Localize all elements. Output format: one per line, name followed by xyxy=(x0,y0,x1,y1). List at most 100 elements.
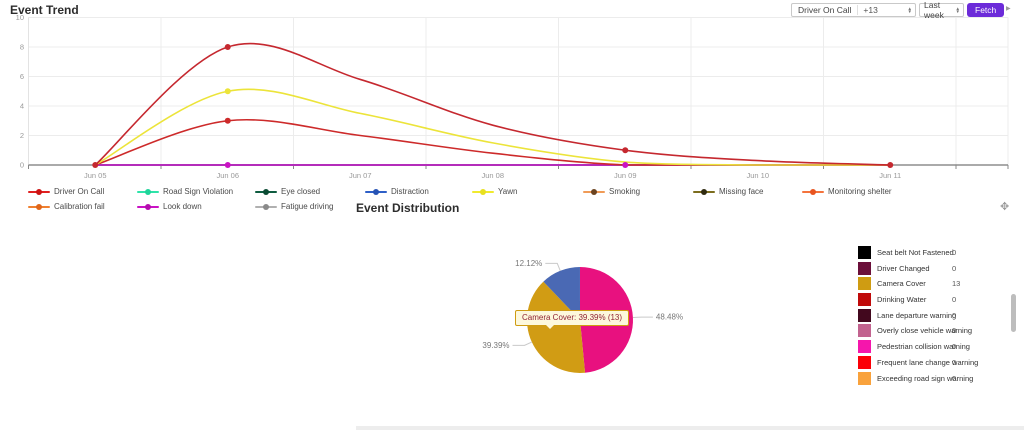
vertical-scrollbar-thumb[interactable] xyxy=(1011,294,1016,332)
date-range-select-value: Last week xyxy=(924,0,944,20)
trend-data-point[interactable] xyxy=(887,162,894,168)
legend-swatch-icon xyxy=(858,261,871,275)
pie-legend-count: 13 xyxy=(952,279,961,289)
trend-x-tick-label: Jun 05 xyxy=(84,171,107,180)
trend-legend-label: Calibration fail xyxy=(54,202,105,211)
pie-tooltip: Camera Cover: 39.39% (13) xyxy=(515,310,630,329)
legend-swatch-icon xyxy=(858,293,871,307)
pie-legend-count: 0 xyxy=(952,326,957,336)
trend-data-point[interactable] xyxy=(92,162,99,168)
pie-legend-row-frequent-lane-change-warning[interactable]: Frequent lane change warning 0 xyxy=(858,355,978,369)
trend-data-point[interactable] xyxy=(224,44,231,50)
trend-legend-label: Eye closed xyxy=(281,187,321,196)
legend-line-dot-icon xyxy=(28,187,50,196)
trend-data-point[interactable] xyxy=(224,162,231,168)
pie-legend-row-camera-cover[interactable]: Camera Cover 13 xyxy=(858,277,966,291)
trend-legend-label: Distraction xyxy=(391,187,429,196)
spinner-icon[interactable]: ▲ ▼ xyxy=(907,5,912,14)
pie-slice-label: 48.48% xyxy=(656,313,683,322)
trend-y-tick-label: 6 xyxy=(20,72,24,81)
pie-slice-label: 39.39% xyxy=(482,341,509,350)
trend-legend-label: Look down xyxy=(163,202,202,211)
collapse-caret-icon[interactable]: ▶ xyxy=(1006,6,1011,12)
pie-legend-label: Camera Cover xyxy=(877,279,926,289)
date-range-select[interactable]: Last week ▲ ▼ xyxy=(919,0,964,20)
trend-legend-label: Missing face xyxy=(719,187,764,196)
event-type-select[interactable]: Driver On Call +13 ▲ ▼ xyxy=(791,3,916,17)
trend-legend-item-missing-face[interactable]: Missing face xyxy=(693,187,763,196)
trend-legend-item-yawn[interactable]: Yawn xyxy=(472,187,517,196)
pie-label-line xyxy=(512,341,533,346)
trend-line-driver-on-call xyxy=(94,42,891,166)
pie-legend-row-driver-changed[interactable]: Driver Changed 0 xyxy=(858,261,966,275)
trend-data-point[interactable] xyxy=(622,162,629,168)
pie-legend-count: 0 xyxy=(952,373,957,383)
pie-legend-row-exceeding-road-sign-warning[interactable]: Exceeding road sign warning 0 xyxy=(858,371,973,385)
legend-line-dot-icon xyxy=(137,187,159,196)
pie-legend-row-seat-belt-not-fastened[interactable]: Seat belt Not Fastened 0 xyxy=(858,246,966,259)
pie-legend-count: 0 xyxy=(952,295,957,305)
trend-legend-item-smoking[interactable]: Smoking xyxy=(583,187,640,196)
pie-legend-label: Drinking Water xyxy=(877,295,927,305)
trend-legend-label: Driver On Call xyxy=(54,187,105,196)
legend-swatch-icon xyxy=(858,371,871,385)
legend-line-dot-icon xyxy=(365,187,387,196)
trend-legend-item-road-sign-violation[interactable]: Road Sign Violation xyxy=(137,187,233,196)
trend-legend-item-eye-closed[interactable]: Eye closed xyxy=(255,187,320,196)
fetch-button[interactable]: Fetch xyxy=(967,3,1005,17)
pie-legend-row-drinking-water[interactable]: Drinking Water 0 xyxy=(858,293,966,307)
trend-legend-item-look-down[interactable]: Look down xyxy=(137,202,202,211)
pie-legend-count: 0 xyxy=(952,263,957,273)
pie-legend-count: 0 xyxy=(952,310,957,320)
drag-handle-icon[interactable]: ✥ xyxy=(1000,201,1010,213)
pie-legend: Seat belt Not Fastened 0 Driver Changed 0 Ca… xyxy=(858,246,978,387)
trend-legend-item-calibration-fail[interactable]: Calibration fail xyxy=(28,202,105,211)
pie-legend-count: 0 xyxy=(952,357,957,367)
trend-legend-label: Fatigue driving xyxy=(281,202,334,211)
legend-line-dot-icon xyxy=(28,202,50,211)
trend-legend-label: Road Sign Violation xyxy=(163,187,234,196)
trend-data-point[interactable] xyxy=(622,147,629,154)
legend-line-dot-icon xyxy=(255,202,277,211)
pie-legend-row-lane-departure-warning[interactable]: Lane departure warning 0 xyxy=(858,308,966,322)
trend-y-tick-label: 4 xyxy=(20,102,24,111)
trend-legend-label: Yawn xyxy=(498,187,518,196)
legend-line-dot-icon xyxy=(583,187,605,196)
trend-x-tick-label: Jun 06 xyxy=(216,171,239,180)
legend-swatch-icon xyxy=(858,277,871,291)
pie-slice[interactable] xyxy=(527,281,586,373)
pie-legend-count: 0 xyxy=(952,342,957,352)
pie-legend-label: Frequent lane change warning xyxy=(877,357,979,367)
legend-swatch-icon xyxy=(858,355,871,369)
trend-y-tick-label: 2 xyxy=(20,131,24,140)
trend-x-tick-label: Jun 08 xyxy=(481,171,504,180)
trend-legend-item-monitoring-shelter[interactable]: Monitoring shelter xyxy=(802,187,892,196)
trend-legend-label: Monitoring shelter xyxy=(828,187,892,196)
spinner-icon[interactable]: ▲ ▼ xyxy=(955,5,960,14)
pie-slice[interactable] xyxy=(543,267,580,320)
legend-line-dot-icon xyxy=(802,187,824,196)
trend-data-point[interactable] xyxy=(224,88,231,95)
trend-x-tick-label: Jun 09 xyxy=(614,171,637,180)
trend-x-tick-label: Jun 10 xyxy=(746,171,769,180)
pie-legend-count: 0 xyxy=(952,248,957,257)
trend-x-tick-label: Jun 11 xyxy=(879,171,901,180)
trend-legend-label: Smoking xyxy=(609,187,641,196)
pie-legend-row-overly-close-vehicle-warning[interactable]: Overly close vehicle warning 0 xyxy=(858,324,972,338)
trend-x-tick-label: Jun 07 xyxy=(349,171,372,180)
pie-legend-label: Pedestrian collision warning xyxy=(877,342,970,352)
horizontal-scrollbar[interactable] xyxy=(356,426,1024,430)
trend-y-tick-label: 0 xyxy=(20,161,24,170)
event-type-select-value: Driver On Call xyxy=(792,5,859,15)
pie-legend-row-pedestrian-collision-warning[interactable]: Pedestrian collision warning 0 xyxy=(858,340,970,354)
trend-data-point[interactable] xyxy=(224,117,231,124)
pie-legend-label: Driver Changed xyxy=(877,263,930,273)
pie-legend-label: Lane departure warning xyxy=(877,310,957,320)
trend-legend-item-fatigue-driving[interactable]: Fatigue driving xyxy=(255,202,333,211)
pie-label-line xyxy=(545,262,561,271)
trend-legend-item-driver-on-call[interactable]: Driver On Call xyxy=(28,187,104,196)
distribution-chart-title: Event Distribution xyxy=(356,201,460,215)
trend-legend-item-distraction[interactable]: Distraction xyxy=(365,187,429,196)
